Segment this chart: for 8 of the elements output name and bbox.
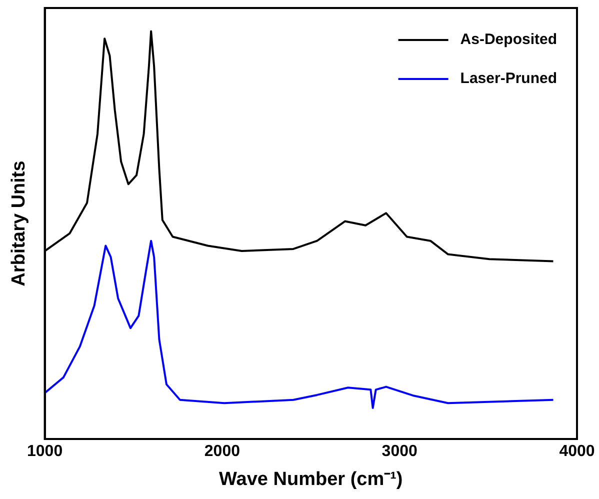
x-axis-title: Wave Number (cm⁻¹) — [219, 468, 403, 490]
y-axis-title: Arbitary Units — [8, 160, 30, 286]
x-tick-label: 1000 — [27, 443, 63, 460]
x-tick-label: 2000 — [204, 443, 240, 460]
legend-label: As-Deposited — [460, 31, 557, 48]
x-tick-label: 4000 — [559, 443, 595, 460]
legend-label: Laser-Pruned — [460, 70, 558, 88]
x-tick-label: 3000 — [382, 443, 418, 460]
